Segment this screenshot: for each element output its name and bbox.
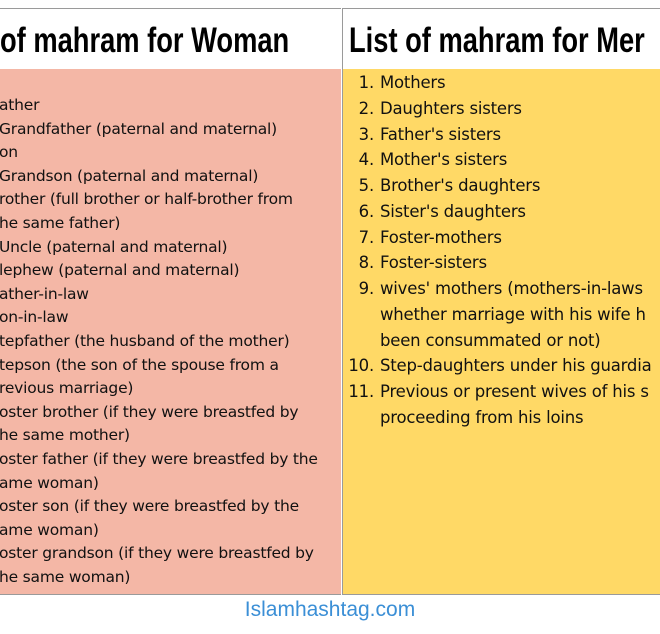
men-list-item: been consummated or not) <box>343 331 660 355</box>
item-text: wives' mothers (mothers-in-laws <box>380 279 643 298</box>
item-text: Previous or present wives of his s <box>380 382 649 401</box>
men-list-item: 7. Foster-mothers <box>343 228 660 252</box>
item-number: 8. <box>358 253 375 273</box>
woman-list-line: tepson (the son of the spouse from a <box>0 355 279 374</box>
item-text: Foster-sisters <box>380 253 487 273</box>
men-list-item: 9. wives' mothers (mothers-in-laws <box>343 279 660 303</box>
item-number: 7. <box>358 227 375 247</box>
men-list-item: proceeding from his loins <box>343 408 660 432</box>
item-text: Step-daughters under his guardia <box>380 356 652 376</box>
item-number: 5. <box>358 176 375 195</box>
men-list-item: 1. Mothers <box>343 73 660 97</box>
woman-list-line: on <box>0 143 18 162</box>
item-text: Father's sisters <box>380 124 501 144</box>
item-number: 1. <box>358 73 375 92</box>
header-men: List of mahram for Mer <box>342 8 660 70</box>
woman-list-line: tepfather (the husband of the mother) <box>0 332 290 350</box>
item-text: whether marriage with his wife h <box>380 304 646 324</box>
item-number: 2. <box>358 98 375 118</box>
item-text: proceeding from his loins <box>380 407 584 427</box>
header-woman: of mahram for Woman <box>0 8 341 70</box>
item-number: 11. <box>348 382 374 401</box>
woman-list-line: ather <box>0 96 40 114</box>
woman-list-line: oster brother (if they were breastfed by <box>0 402 299 421</box>
item-text: Foster-mothers <box>380 227 502 247</box>
woman-list-line: rother (full brother or half-brother fro… <box>0 190 293 209</box>
item-text: been consummated or not) <box>380 330 601 350</box>
woman-list-title: of mahram for Woman <box>0 21 290 60</box>
woman-list-line: Uncle (paternal and maternal) <box>0 237 228 256</box>
woman-list-line: Grandfather (paternal and maternal) <box>0 119 277 138</box>
item-number: 9. <box>358 279 375 298</box>
woman-list-line: lephew (paternal and maternal) <box>0 261 240 280</box>
woman-list-line: he same father) <box>0 214 121 232</box>
site-watermark: Islamhashtag.com <box>244 598 416 621</box>
woman-list-line: oster son (if they were breastfed by the <box>0 497 299 516</box>
woman-list-line: he same woman) <box>0 568 131 586</box>
men-list-item: 3. Father's sisters <box>343 125 660 149</box>
woman-list-line: Grandson (paternal and maternal) <box>0 166 259 185</box>
men-list-item: 2. Daughters sisters <box>343 99 660 123</box>
woman-list-line: ame woman) <box>0 520 99 539</box>
item-number: 3. <box>358 124 375 144</box>
item-number: 6. <box>358 201 375 221</box>
men-list-cell: 1. Mothers 2. Daughters sisters 3. Father's s… <box>342 69 660 595</box>
men-list-item: 6. Sister's daughters <box>343 202 660 226</box>
item-text: Mothers <box>380 73 446 92</box>
men-list-title: List of mahram for Mer <box>349 21 645 60</box>
men-list-item: 10. Step-daughters under his guardia <box>343 356 660 380</box>
men-list-item: whether marriage with his wife h <box>343 305 660 329</box>
item-number: 10. <box>348 356 374 376</box>
woman-list-line: ather-in-law <box>0 284 89 303</box>
woman-list-line: revious marriage) <box>0 379 134 398</box>
woman-list-line: ame woman) <box>0 473 99 492</box>
woman-list-line: on-in-law <box>0 308 69 327</box>
men-list-item: 8. Foster-sisters <box>343 253 660 277</box>
woman-list-line: he same mother) <box>0 426 130 445</box>
men-list-item: 4. Mother's sisters <box>343 150 660 174</box>
item-text: Sister's daughters <box>380 201 526 221</box>
woman-list-line: oster grandson (if they were breastfed b… <box>0 544 314 563</box>
woman-list-line: oster father (if they were breastfed by … <box>0 450 318 468</box>
item-text: Mother's sisters <box>380 150 508 170</box>
woman-list-cell: ather Grandfather (paternal and maternal)… <box>0 69 341 595</box>
men-list-item: 11. Previous or present wives of his s <box>343 382 660 406</box>
men-list-item: 5. Brother's daughters <box>343 176 660 200</box>
item-text: Brother's daughters <box>380 176 541 195</box>
item-number: 4. <box>358 150 375 170</box>
item-text: Daughters sisters <box>380 98 522 118</box>
